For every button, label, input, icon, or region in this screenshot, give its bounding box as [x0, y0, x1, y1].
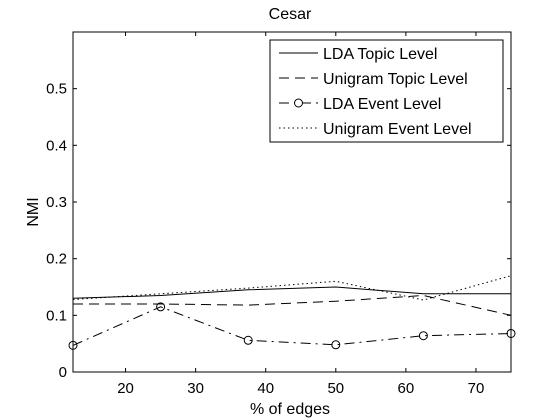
data-point — [156, 302, 166, 312]
x-axis: 20 30 40 50 60 70 — [117, 32, 484, 397]
legend-label: LDA Topic Level — [323, 46, 437, 63]
x-tick-label: 50 — [327, 380, 344, 397]
legend-label: Unigram Topic Level — [323, 71, 468, 88]
data-point — [243, 335, 253, 345]
legend: LDA Topic Level Unigram Topic Level LDA Ev… — [269, 39, 504, 143]
y-axis-label: NMI — [25, 197, 42, 226]
legend-label: Unigram Event Level — [323, 121, 472, 138]
x-tick-label: 30 — [187, 380, 204, 397]
y-tick-label: 0.2 — [46, 251, 67, 268]
x-tick-label: 20 — [117, 380, 134, 397]
legend-label: LDA Event Level — [323, 96, 441, 113]
chart-title: Cesar — [269, 6, 312, 23]
legend-marker — [294, 98, 303, 108]
y-tick-label: 0 — [59, 364, 67, 381]
y-tick-label: 0.4 — [46, 137, 67, 154]
x-tick-label: 40 — [257, 380, 274, 397]
series-line — [73, 294, 512, 316]
legend-box — [269, 39, 504, 143]
y-tick-label: 0.3 — [46, 194, 67, 211]
x-tick-label: 60 — [398, 380, 415, 397]
y-axis: 0 0.1 0.2 0.3 0.4 0.5 — [46, 81, 511, 381]
data-point — [418, 331, 428, 341]
x-axis-label: % of edges — [250, 401, 330, 418]
y-tick-label: 0.1 — [46, 307, 67, 324]
x-tick-label: 70 — [468, 380, 485, 397]
y-tick-label: 0.5 — [46, 81, 67, 98]
series-line — [72, 306, 512, 346]
data-point — [331, 340, 341, 350]
series-line — [72, 286, 511, 299]
series-line — [72, 275, 512, 301]
